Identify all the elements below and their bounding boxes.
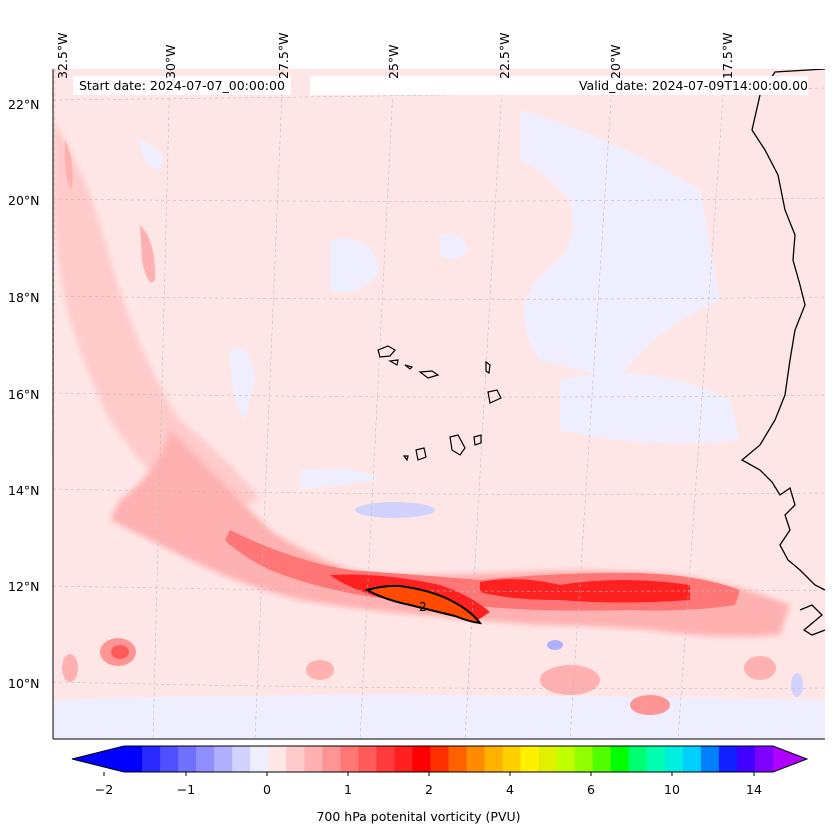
lat-label-16n: 16°N: [8, 387, 40, 402]
colorbar-swatch: [160, 746, 179, 772]
colorbar-label: 700 hPa potenital vorticity (PVU): [316, 809, 521, 824]
colorbar-outline: [71, 745, 809, 773]
cb-tick-14: 14: [746, 782, 762, 797]
colorbar-swatch: [340, 746, 359, 772]
colorbar-swatch: [232, 746, 251, 772]
colorbar-swatch: [268, 746, 287, 772]
pv-filament-core: [330, 574, 690, 622]
cb-tick-2: 2: [425, 782, 433, 797]
cape-verde-islands: [377, 345, 502, 462]
cb-tick-4: 4: [506, 782, 514, 797]
lon-label-32-5w: 32.5°W: [55, 32, 70, 79]
colorbar-swatch: [124, 746, 143, 772]
colorbar-swatch: [178, 746, 197, 772]
colorbar-swatch: [520, 746, 540, 772]
pv-southern-blobs: [62, 502, 803, 715]
colorbar-swatch: [736, 746, 756, 772]
pv-band-west: [53, 120, 260, 520]
contour-label: 2: [419, 600, 427, 614]
colorbar-swatch: [610, 746, 630, 772]
lon-label-30w: 30°W: [163, 44, 178, 79]
colorbar-swatch: [466, 746, 486, 772]
lat-label-14n: 14°N: [8, 483, 40, 498]
colorbar-swatch: [538, 746, 558, 772]
lat-label-18n: 18°N: [8, 290, 40, 305]
lon-label-27-5w: 27.5°W: [276, 32, 291, 79]
lat-label-10n: 10°N: [8, 676, 40, 691]
colorbar-swatch: [448, 746, 468, 772]
lat-label-22n: 22°N: [8, 97, 40, 112]
colorbar-swatch: [250, 746, 269, 772]
start-date-label: Start date: 2024-07-07_00:00:00: [73, 76, 291, 95]
colorbar-swatch: [628, 746, 648, 772]
colorbar-swatch: [718, 746, 738, 772]
coastline-south: [799, 604, 825, 636]
colorbar-swatch: [286, 746, 305, 772]
cb-tick-6: 6: [587, 782, 595, 797]
colorbar: [71, 745, 809, 776]
pv-streak-west-2: [64, 140, 73, 190]
colorbar-extend-high: [773, 746, 807, 772]
lon-label-25w: 25°W: [386, 44, 401, 79]
valid-date-label: Valid_date: 2024-07-09T14:00:00.00: [310, 76, 808, 95]
colorbar-swatch: [574, 746, 594, 772]
colorbar-swatch: [412, 746, 431, 772]
colorbar-swatch: [754, 746, 774, 772]
graticule: [53, 69, 825, 739]
lon-label-22-5w: 22.5°W: [497, 32, 512, 79]
cb-tick-1: 1: [344, 782, 352, 797]
lat-label-12n: 12°N: [8, 579, 40, 594]
colorbar-swatch: [646, 746, 666, 772]
colorbar-swatch: [484, 746, 504, 772]
colorbar-swatch: [664, 746, 684, 772]
colorbar-swatch: [430, 746, 449, 772]
lat-label-20n: 20°N: [8, 193, 40, 208]
cb-tick-neg2: −2: [94, 782, 114, 797]
colorbar-swatch: [394, 746, 413, 772]
colorbar-swatch: [556, 746, 576, 772]
cb-tick-10: 10: [664, 782, 680, 797]
colorbar-swatch: [214, 746, 233, 772]
african-coastline: [740, 69, 825, 591]
cb-tick-neg1: −1: [176, 782, 196, 797]
lon-label-20w: 20°W: [608, 44, 623, 79]
colorbar-swatch: [502, 746, 522, 772]
pv-2-contour: [364, 584, 483, 625]
colorbar-swatch: [682, 746, 702, 772]
lon-label-17-5w: 17.5°W: [720, 32, 735, 79]
colorbar-swatch: [142, 746, 161, 772]
colorbar-swatch: [358, 746, 377, 772]
colorbar-swatch: [700, 746, 720, 772]
colorbar-swatch: [304, 746, 323, 772]
pv-streak-west: [140, 225, 156, 283]
colorbar-extend-low: [72, 746, 124, 772]
colorbar-swatch: [196, 746, 215, 772]
colorbar-swatch: [592, 746, 612, 772]
colorbar-swatch: [376, 746, 395, 772]
cb-tick-0: 0: [263, 782, 271, 797]
colorbar-swatch: [322, 746, 341, 772]
